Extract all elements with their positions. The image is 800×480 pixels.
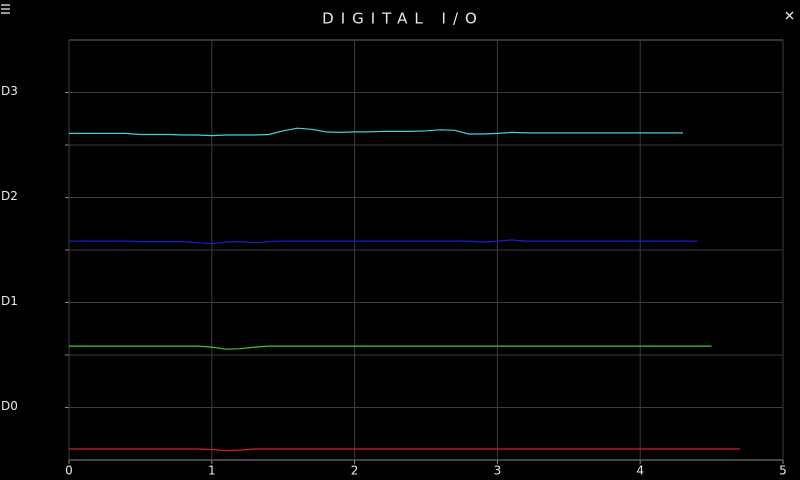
x-tick-label: 5 — [779, 464, 787, 478]
y-tick-label: D0 — [1, 399, 18, 413]
y-tick-label: D1 — [1, 294, 18, 308]
series-line — [69, 239, 698, 245]
x-tick-label: 4 — [636, 464, 644, 478]
chart-title: DIGITAL I/O — [322, 10, 484, 28]
x-tick-label: 2 — [351, 464, 359, 478]
x-tick-label: 3 — [494, 464, 502, 478]
series-line — [69, 448, 741, 452]
menu-button[interactable] — [1, 4, 10, 14]
series-line — [69, 127, 683, 137]
y-tick-label: D3 — [1, 84, 18, 98]
close-button[interactable] — [785, 11, 794, 20]
series-line — [69, 345, 712, 350]
close-stroke — [785, 11, 794, 20]
x-tick-label: 0 — [65, 464, 73, 478]
x-tick-label: 1 — [208, 464, 216, 478]
y-tick-label: D2 — [1, 189, 18, 203]
